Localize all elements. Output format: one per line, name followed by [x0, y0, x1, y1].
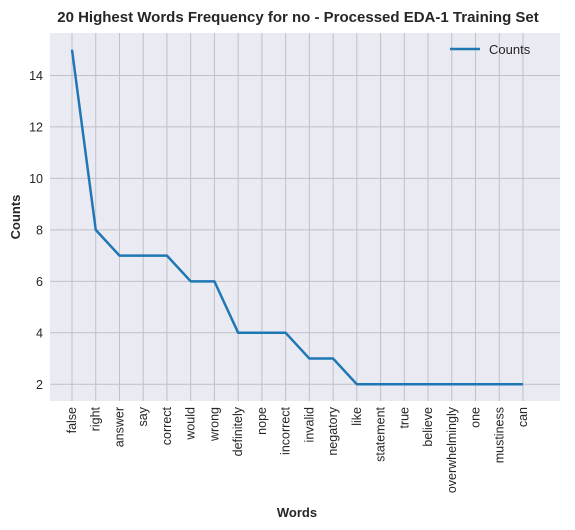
x-tick-label: nope: [255, 407, 269, 435]
x-tick-label: believe: [421, 407, 435, 447]
x-tick-label: mustiness: [492, 407, 506, 463]
x-tick-label: correct: [160, 406, 174, 445]
y-tick-label: 12: [29, 120, 43, 134]
y-tick-label: 4: [36, 326, 43, 340]
y-axis-label: Counts: [8, 195, 23, 240]
y-tick-label: 14: [29, 69, 43, 83]
x-tick-label: say: [136, 406, 150, 426]
y-tick-label: 10: [29, 172, 43, 186]
x-tick-label: definitely: [231, 406, 245, 456]
x-tick-label: like: [350, 407, 364, 426]
x-tick-label: answer: [112, 407, 126, 447]
x-tick-label: one: [469, 407, 483, 428]
legend-label: Counts: [489, 42, 531, 57]
x-tick-label: invalid: [302, 407, 316, 442]
x-tick-label: true: [397, 407, 411, 429]
x-tick-labels: false right answer say correct would wrong defi…: [65, 406, 530, 493]
grid: [50, 33, 560, 401]
y-tick-label: 8: [36, 223, 43, 237]
x-tick-label: incorrect: [279, 406, 293, 454]
legend: Counts: [450, 42, 531, 57]
x-tick-label: statement: [374, 406, 388, 461]
x-tick-label: would: [184, 407, 198, 441]
chart-title: 20 Highest Words Frequency for no - Proc…: [57, 9, 539, 26]
y-tick-label: 6: [36, 275, 43, 289]
x-axis-label: Words: [277, 505, 317, 520]
y-tick-labels: 2 4 6 8 10 12 14: [29, 69, 43, 392]
x-tick-label: overwhelmingly: [445, 406, 459, 493]
x-tick-label: right: [89, 406, 103, 431]
x-tick-label: can: [516, 407, 530, 427]
x-tick-label: negatory: [326, 406, 340, 455]
y-tick-label: 2: [36, 378, 43, 392]
series-layer: [70, 49, 524, 386]
x-tick-label: wrong: [207, 407, 221, 442]
x-tick-label: false: [65, 407, 79, 433]
plot-background: [50, 33, 560, 401]
series-line-counts: [70, 49, 523, 386]
